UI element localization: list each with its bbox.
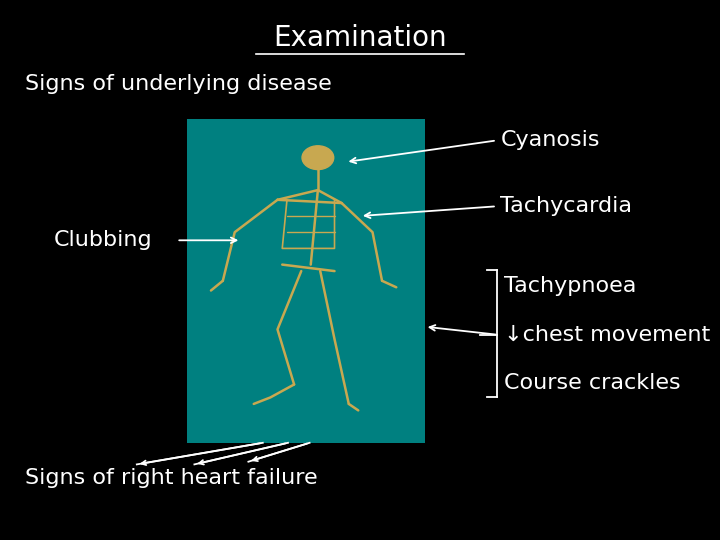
Bar [187,119,425,443]
Text: Course crackles: Course crackles [504,373,680,394]
Text: Signs of right heart failure: Signs of right heart failure [25,468,318,488]
Text: Examination: Examination [273,24,447,52]
Text: Tachycardia: Tachycardia [500,196,632,217]
Text: Signs of underlying disease: Signs of underlying disease [25,73,332,94]
Text: Cyanosis: Cyanosis [500,130,600,151]
Text: ↓chest movement: ↓chest movement [504,325,710,345]
Text: Clubbing: Clubbing [54,230,153,251]
Circle shape [302,146,333,170]
Text: Tachypnoea: Tachypnoea [504,276,636,296]
